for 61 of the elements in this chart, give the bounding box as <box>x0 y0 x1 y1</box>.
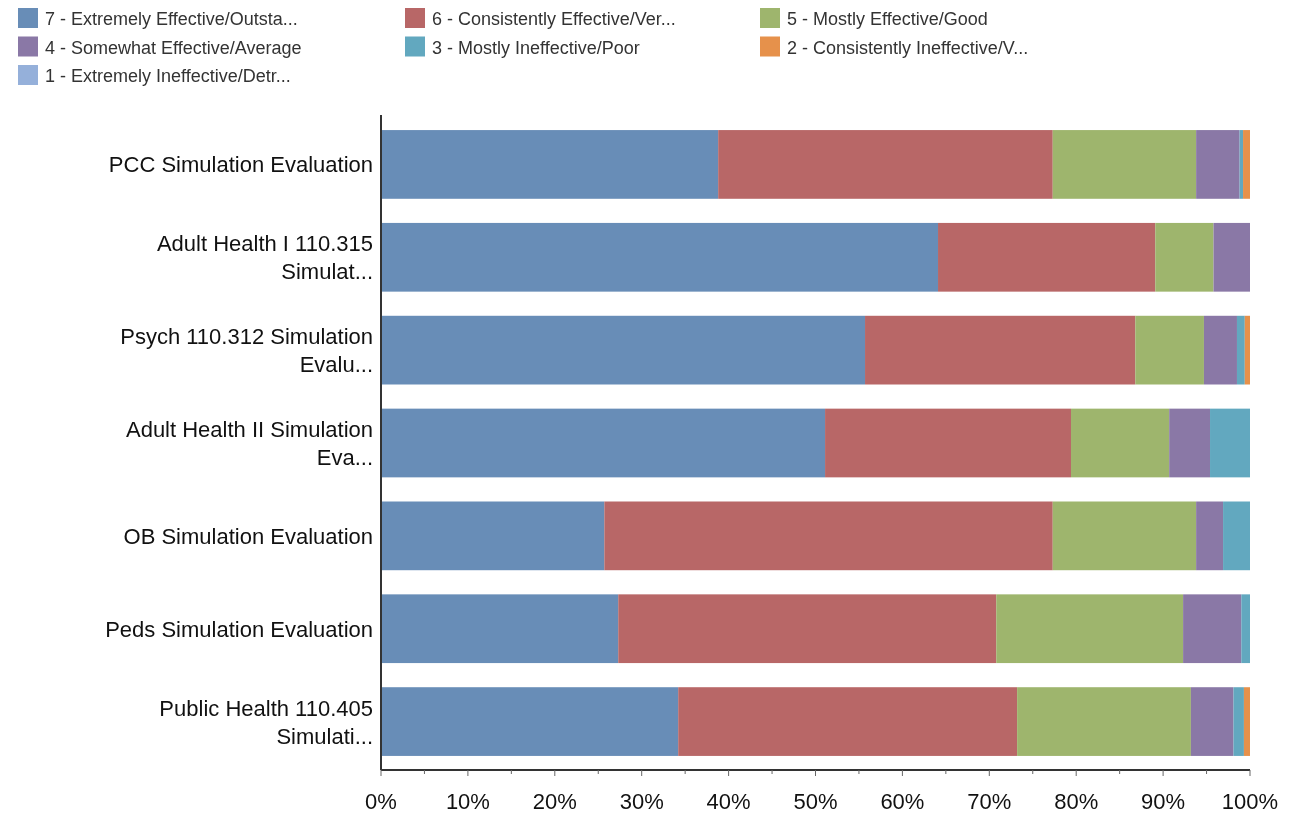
x-tick-label: 0% <box>365 789 397 814</box>
bar <box>1236 315 1245 385</box>
x-tick-label: 10% <box>445 789 490 814</box>
x-tick-label: 20% <box>532 789 577 814</box>
y-tick-label: Adult Health II Simulation Eva... <box>125 417 373 470</box>
bar <box>1183 594 1242 664</box>
bar <box>1223 501 1250 571</box>
bar <box>381 594 619 664</box>
legend-label: 2 - Consistently Ineffective/V... <box>787 37 1029 58</box>
bar <box>1052 501 1197 571</box>
bar <box>381 315 866 385</box>
legend-label: 3 - Mostly Ineffective/Poor <box>432 37 640 58</box>
bar <box>1241 594 1250 664</box>
bar <box>1052 130 1197 199</box>
y-tick-label: OB Simulation Evaluation <box>123 523 373 549</box>
bar <box>381 408 826 478</box>
bar <box>678 687 1018 756</box>
y-tick-label: Peds Simulation Evaluation <box>105 616 373 642</box>
legend-label: 4 - Somewhat Effective/Average <box>45 37 302 58</box>
bar <box>996 594 1184 664</box>
legend-label: 6 - Consistently Effective/Ver... <box>432 9 676 29</box>
bar <box>718 130 1053 199</box>
y-tick-label: Public Health 110.405 Simulati... <box>159 695 373 749</box>
x-tick-label: 90% <box>1141 789 1186 814</box>
x-tick-label: 100% <box>1221 789 1279 814</box>
bar <box>1233 687 1244 756</box>
bar <box>381 501 605 571</box>
bar <box>604 501 1053 571</box>
legend-label: 5 - Mostly Effective/Good <box>787 9 988 29</box>
bar <box>381 687 679 756</box>
x-tick-label: 60% <box>880 789 925 814</box>
bar <box>1070 408 1170 478</box>
y-tick-label: Psych 110.312 Simulation Evalu... <box>120 324 373 378</box>
bar <box>1203 315 1237 385</box>
bar <box>1213 222 1250 292</box>
bar <box>381 222 939 292</box>
bar <box>1196 501 1224 571</box>
y-tick-label: Adult Health I 110.315 Simulat... <box>156 231 373 285</box>
bar <box>865 315 1136 385</box>
x-tick-label: 80% <box>1054 789 1099 814</box>
y-tick-label: PCC Simulation Evaluation <box>108 152 373 178</box>
bar <box>1244 315 1250 385</box>
bar <box>1017 687 1191 756</box>
x-tick-label: 30% <box>619 789 664 814</box>
legend-label: 1 - Extremely Ineffective/Detr... <box>45 66 291 86</box>
bar <box>1135 315 1204 385</box>
legend-label: 7 - Extremely Effective/Outsta... <box>45 9 298 29</box>
bar <box>1210 408 1250 478</box>
x-tick-label: 50% <box>793 789 838 814</box>
bar <box>938 222 1156 292</box>
bar <box>1155 222 1214 292</box>
bar <box>1243 687 1250 756</box>
bar <box>825 408 1071 478</box>
bar <box>1243 130 1250 199</box>
bar <box>381 130 719 199</box>
bar <box>1190 687 1234 756</box>
bar <box>1196 130 1240 199</box>
x-tick-label: 70% <box>967 789 1012 814</box>
x-tick-label: 40% <box>706 789 751 814</box>
bar <box>618 594 997 664</box>
bar <box>1169 408 1211 478</box>
